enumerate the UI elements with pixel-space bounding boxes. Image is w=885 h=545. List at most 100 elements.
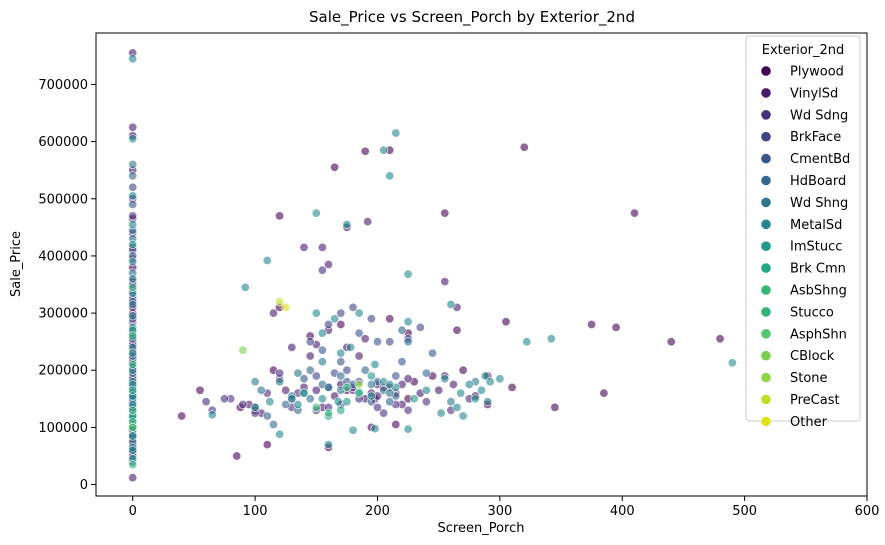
data-point: [333, 397, 343, 407]
data-point: [421, 385, 431, 395]
data-point: [262, 411, 272, 421]
data-point: [522, 337, 532, 347]
data-point: [456, 388, 466, 398]
data-point: [342, 220, 352, 230]
data-point: [293, 368, 303, 378]
data-point: [403, 337, 413, 347]
data-point: [275, 377, 285, 387]
data-point: [275, 211, 285, 221]
data-point: [262, 255, 272, 265]
data-point: [128, 274, 138, 284]
data-point: [372, 337, 382, 347]
data-point: [354, 379, 364, 389]
data-point: [128, 460, 138, 470]
data-point: [366, 371, 376, 381]
data-point: [715, 334, 725, 344]
plot-area: [95, 32, 868, 497]
legend-marker: [761, 110, 771, 120]
data-point: [470, 394, 480, 404]
data-point: [305, 337, 315, 347]
y-tick-label: 500000: [38, 192, 88, 207]
data-point: [262, 440, 272, 450]
x-tick-label: 300: [487, 504, 512, 519]
data-point: [238, 345, 248, 355]
data-point: [299, 242, 309, 252]
y-axis-label: Sale_Price: [9, 231, 24, 297]
data-point: [385, 314, 395, 324]
legend-label: VinylSd: [790, 86, 838, 101]
legend-marker: [761, 350, 771, 361]
data-point: [397, 357, 407, 367]
data-point: [354, 351, 364, 361]
data-point: [128, 445, 138, 455]
y-axis-ticks: 0 100000 200000 300000 400000 500000 600000 700…: [38, 78, 96, 493]
data-point: [446, 299, 456, 309]
data-point: [391, 128, 401, 138]
data-point: [323, 408, 333, 418]
data-point: [323, 259, 333, 269]
data-point: [370, 424, 380, 434]
y-tick-label: 0: [80, 478, 88, 493]
data-point: [397, 325, 407, 335]
x-tick-label: 100: [243, 504, 268, 519]
data-point: [507, 382, 517, 392]
data-point: [385, 379, 395, 389]
data-point: [342, 397, 352, 407]
y-tick-label: 200000: [38, 364, 88, 379]
legend-label: Stucco: [790, 305, 834, 320]
legend-marker: [761, 66, 771, 76]
data-point: [363, 217, 373, 227]
legend-marker: [761, 329, 771, 339]
x-tick-label: 400: [610, 504, 635, 519]
data-point: [403, 269, 413, 279]
legend-marker: [761, 372, 771, 383]
y-tick-label: 600000: [38, 135, 88, 150]
legend-label: Brk Cmn: [790, 262, 846, 277]
legend-marker: [761, 416, 771, 427]
legend-label: Wd Shng: [790, 196, 848, 211]
data-point: [256, 385, 266, 395]
data-point: [458, 411, 468, 421]
legend-label: CmentBd: [790, 152, 850, 167]
data-point: [336, 308, 346, 318]
data-point: [501, 317, 511, 327]
legend-marker: [761, 241, 771, 251]
data-point: [440, 277, 450, 287]
legend-marker: [761, 219, 771, 230]
data-point: [195, 385, 205, 395]
legend-label: MetalSd: [790, 218, 842, 233]
data-point: [299, 374, 309, 384]
legend-marker: [761, 394, 771, 405]
data-point: [128, 431, 138, 441]
data-point: [317, 265, 327, 275]
data-point: [360, 365, 370, 375]
data-point: [330, 162, 340, 172]
data-point: [265, 397, 275, 407]
points-layer: [128, 48, 737, 483]
data-point: [240, 282, 250, 292]
data-point: [354, 328, 364, 338]
data-point: [128, 211, 138, 221]
data-point: [336, 371, 346, 381]
data-point: [550, 402, 560, 412]
data-point: [128, 405, 138, 415]
data-point: [128, 311, 138, 321]
data-point: [299, 388, 309, 398]
data-point: [128, 299, 138, 309]
x-tick-label: 600: [855, 504, 880, 519]
legend-marker: [761, 131, 771, 142]
x-tick-label: 500: [732, 504, 757, 519]
data-point: [323, 440, 333, 450]
legend-label: Other: [790, 415, 828, 430]
x-axis-label: Screen_Porch: [438, 521, 525, 536]
data-point: [476, 385, 486, 395]
y-tick-label: 300000: [38, 307, 88, 322]
data-point: [128, 348, 138, 358]
data-point: [495, 374, 505, 384]
chart-title: Sale_Price vs Screen_Porch by Exterior_2…: [309, 8, 635, 27]
data-point: [238, 399, 248, 409]
data-point: [128, 200, 138, 210]
data-point: [293, 399, 303, 409]
data-point: [480, 371, 490, 381]
